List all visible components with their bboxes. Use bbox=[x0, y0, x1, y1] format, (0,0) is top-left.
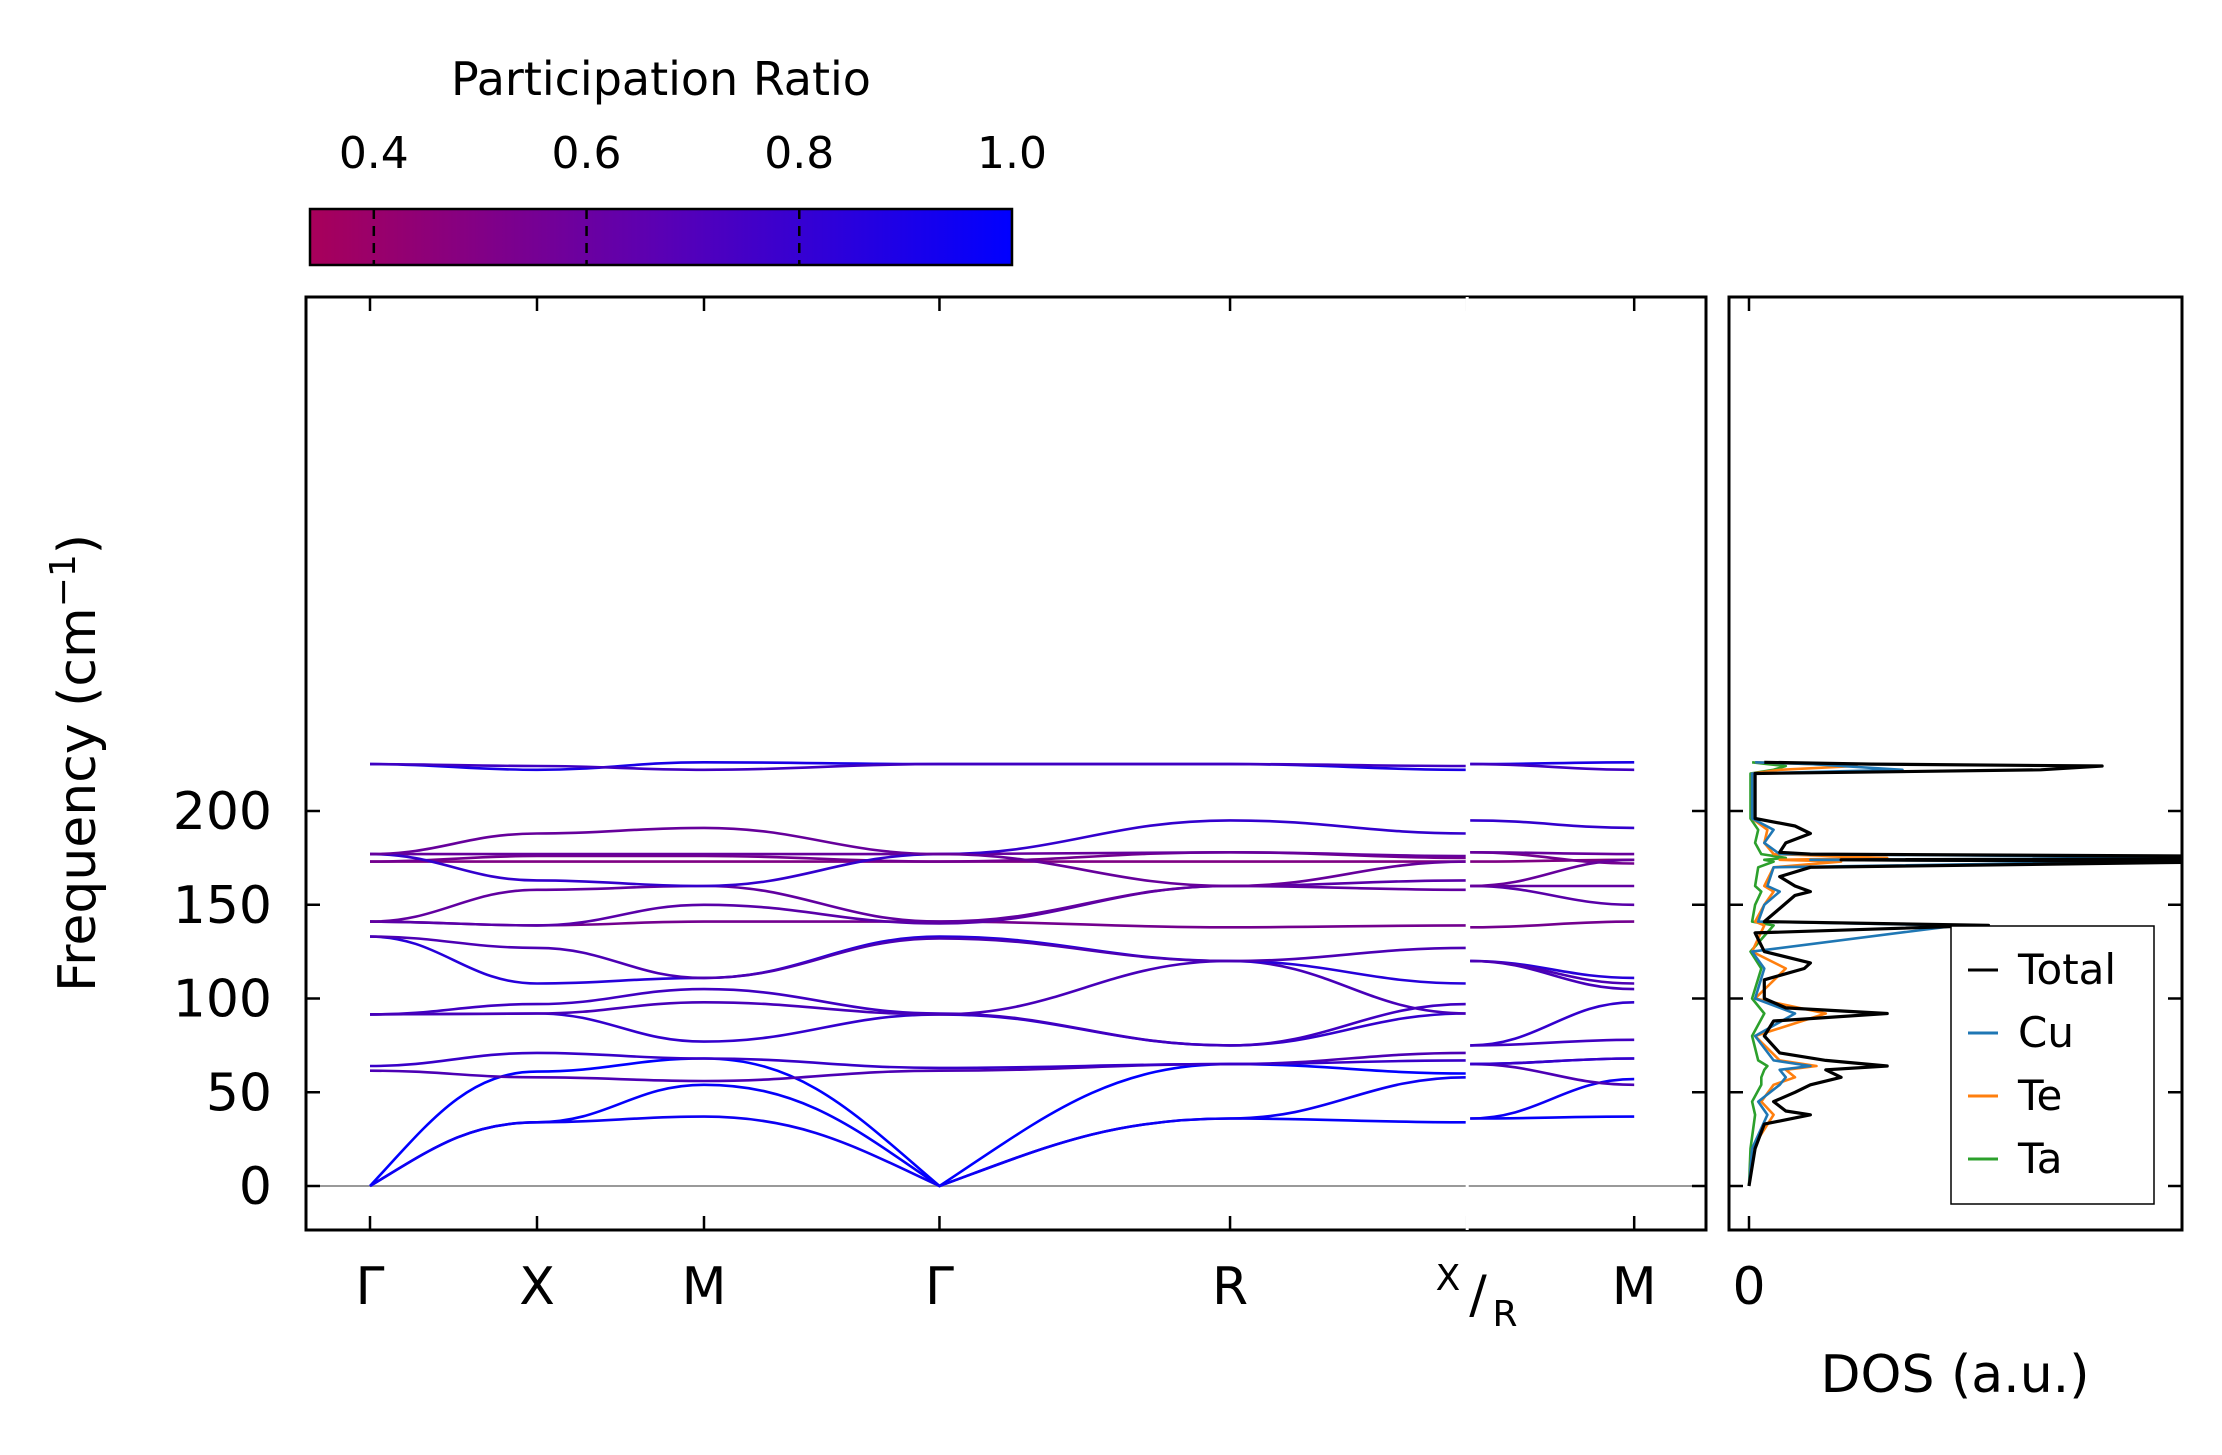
band-axes-frame bbox=[304, 295, 1708, 1232]
branch-branch-91b-rm bbox=[1470, 1038, 1635, 1047]
branch-acoustic-2 bbox=[369, 1083, 1468, 1188]
branch-branch-64-rm bbox=[1470, 1057, 1635, 1066]
dos-panel: 02 DOS (a.u.) Total Cu Te Ta bbox=[1727, 295, 2184, 1405]
dos-curve-total bbox=[1747, 760, 2182, 1187]
colorbar-tick-label: 0.6 bbox=[552, 128, 622, 179]
branch-branch-141a-rm bbox=[1470, 920, 1635, 929]
x-tick-label: Γ bbox=[925, 1257, 954, 1317]
x-tick-label: M bbox=[682, 1257, 727, 1317]
legend-label-te: Te bbox=[2017, 1071, 2062, 1120]
dos-curve-ta bbox=[1747, 761, 1788, 1187]
branch-branch-91b bbox=[369, 987, 1468, 1047]
y-axis-label-main: Frequency (cm bbox=[48, 607, 108, 992]
branch-acoustic-3 bbox=[369, 1076, 1468, 1188]
colorbar-tick-label: 0.8 bbox=[764, 128, 834, 179]
dos-x-tick-label: 0 bbox=[1732, 1257, 1765, 1317]
band-branches bbox=[306, 760, 1706, 1188]
x-split-label-bottom: R bbox=[1492, 1294, 1517, 1335]
legend-label-cu: Cu bbox=[2018, 1008, 2074, 1057]
dos-curve-cu bbox=[1747, 761, 2182, 1187]
branch-branch-177a bbox=[370, 850, 1468, 858]
y-axis-label-close: ) bbox=[48, 534, 108, 554]
colorbar-tick-label: 1.0 bbox=[977, 128, 1047, 179]
branch-branch-177b bbox=[369, 819, 1468, 888]
band-structure-panel: 0 50 100 150 200 Γ X M Γ R M Frequency (cm−1) X / … bbox=[43, 295, 1708, 1335]
x-tick-label: X bbox=[519, 1257, 555, 1317]
branch-branch-91a bbox=[369, 1012, 1468, 1047]
legend-label-ta: Ta bbox=[2017, 1134, 2062, 1183]
branch-branch-177c bbox=[369, 826, 1468, 888]
branch-branch-177a-rm bbox=[1470, 851, 1635, 856]
colorbar-ticks: 0.4 0.6 0.8 1.0 bbox=[339, 128, 1047, 265]
dos-axis-ticks: 02 bbox=[1729, 297, 2182, 1317]
y-tick-label: 200 bbox=[173, 782, 272, 842]
branch-acoustic-3-rm bbox=[1470, 1077, 1635, 1120]
legend-label-total: Total bbox=[2017, 945, 2116, 994]
branch-branch-177c-rm bbox=[1470, 858, 1635, 888]
dos-x-axis-label: DOS (a.u.) bbox=[1821, 1345, 2090, 1405]
branch-branch-133a bbox=[369, 935, 1468, 985]
branch-branch-141b-rm bbox=[1470, 884, 1635, 907]
y-tick-label: 150 bbox=[173, 876, 272, 936]
x-tick-label: R bbox=[1212, 1257, 1248, 1317]
x-split-label-slash: / bbox=[1469, 1265, 1487, 1325]
branch-branch-91c bbox=[369, 959, 1468, 1016]
colorbar-tick-label: 0.4 bbox=[339, 128, 409, 179]
branch-branch-91c-rm bbox=[1470, 959, 1635, 991]
branch-branch-141c bbox=[369, 884, 1468, 923]
branch-branch-91a-rm bbox=[1470, 1001, 1635, 1047]
x-tick-label: M bbox=[1612, 1257, 1657, 1317]
branch-acoustic-2-rm bbox=[1470, 1115, 1635, 1120]
colorbar: Participation Ratio 0.4 0.6 0.8 1.0 bbox=[308, 52, 1047, 267]
dos-legend: Total Cu Te Ta bbox=[1950, 925, 2155, 1205]
branch-branch-177b-rm bbox=[1470, 819, 1635, 830]
dos-curves bbox=[1747, 760, 2182, 1187]
colorbar-title: Participation Ratio bbox=[451, 52, 871, 106]
y-tick-label: 50 bbox=[206, 1063, 272, 1123]
band-axis-ticks: 0 50 100 150 200 Γ X M Γ R M bbox=[173, 297, 1706, 1317]
branch-branch-225b bbox=[369, 762, 1468, 772]
branch-branch-225b-rm bbox=[1470, 762, 1635, 772]
colorbar-gradient bbox=[308, 207, 1014, 267]
branch-branch-133b-rm bbox=[1470, 959, 1635, 985]
branch-branch-64 bbox=[369, 1051, 1468, 1070]
dos-axes-frame bbox=[1727, 295, 2184, 1232]
x-split-label: X / R bbox=[1436, 1258, 1518, 1335]
branch-branch-133b bbox=[369, 935, 1468, 980]
y-tick-label: 100 bbox=[173, 970, 272, 1030]
y-axis-label: Frequency (cm−1) bbox=[43, 534, 108, 992]
y-axis-label-exp: −1 bbox=[43, 554, 84, 607]
x-split-label-top: X bbox=[1436, 1258, 1461, 1299]
y-tick-label: 0 bbox=[239, 1157, 272, 1217]
x-tick-label: Γ bbox=[356, 1257, 385, 1317]
